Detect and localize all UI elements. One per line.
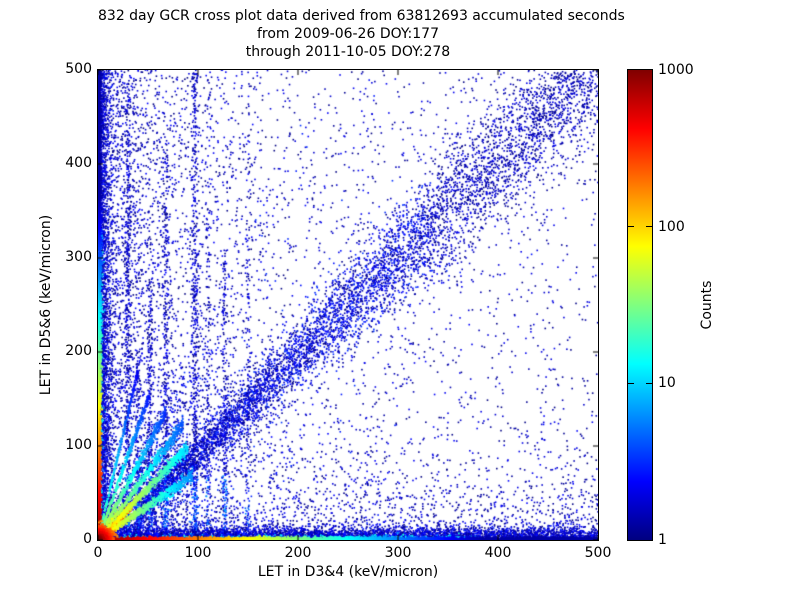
colorbar-tick [628,226,634,228]
colorbar-tick-label: 1000 [658,62,694,78]
y-tick-label: 0 [83,531,92,547]
y-tick-label: 100 [65,437,92,453]
y-tick-label: 300 [65,249,92,265]
colorbar-tick [628,382,634,384]
colorbar-tick-label: 1 [658,532,667,548]
title-line-1: 832 day GCR cross plot data derived from… [98,8,625,24]
x-tick-label: 0 [93,545,103,561]
colorbar-tick-label: 100 [658,218,685,235]
y-axis-label: LET in D5&6 (keV/micron) [38,214,54,396]
y-tick-label: 500 [65,61,92,77]
x-axis-label: LET in D3&4 (keV/micron) [257,564,439,580]
colorbar [627,69,653,541]
x-tick-label: 500 [584,545,612,561]
colorbar-tick [646,382,652,384]
x-tick-label: 300 [384,545,412,561]
x-tick-label: 100 [184,545,212,561]
plot-area [97,69,599,541]
y-tick-label: 200 [65,343,92,359]
colorbar-axis-label: Counts [699,280,715,330]
x-tick-label: 400 [484,545,512,561]
title-line-3: through 2011-10-05 DOY:278 [245,44,451,60]
title-line-2: from 2009-06-26 DOY:177 [256,26,439,42]
plot-canvas [98,70,598,540]
x-tick-label: 200 [284,545,312,561]
y-tick-label: 400 [65,155,92,171]
colorbar-tick [646,226,652,228]
colorbar-tick-label: 10 [658,375,676,392]
